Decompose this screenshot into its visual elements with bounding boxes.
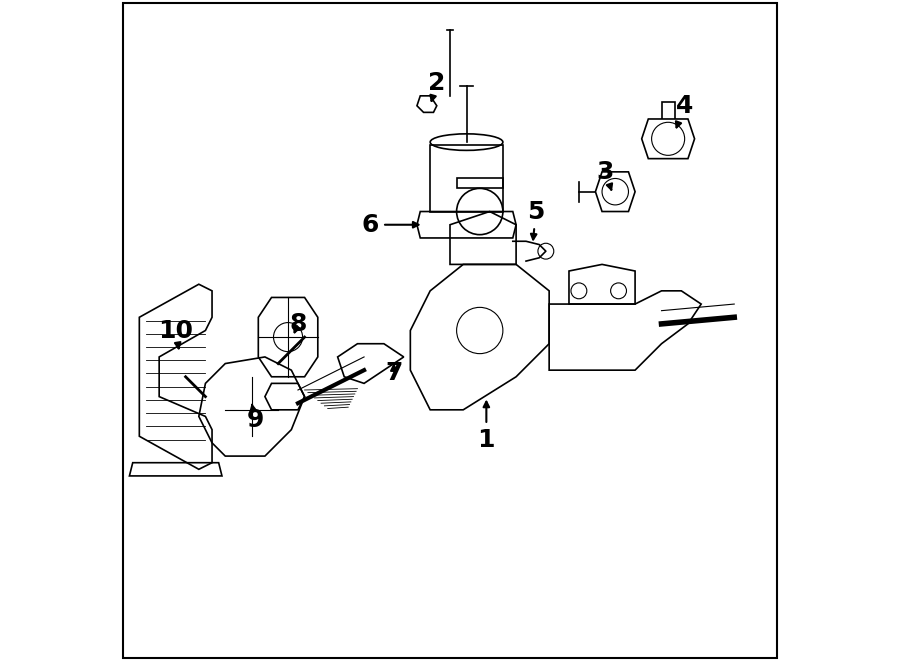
Text: 3: 3: [597, 160, 614, 190]
Text: 8: 8: [289, 312, 307, 336]
Text: 9: 9: [247, 405, 264, 432]
Text: 10: 10: [158, 319, 194, 348]
Text: 7: 7: [385, 362, 402, 385]
Bar: [430, 145, 503, 212]
Text: 4: 4: [676, 94, 693, 128]
Text: 1: 1: [478, 402, 495, 451]
Text: 5: 5: [527, 200, 544, 239]
Text: 2: 2: [428, 71, 446, 101]
Text: 6: 6: [362, 213, 418, 237]
